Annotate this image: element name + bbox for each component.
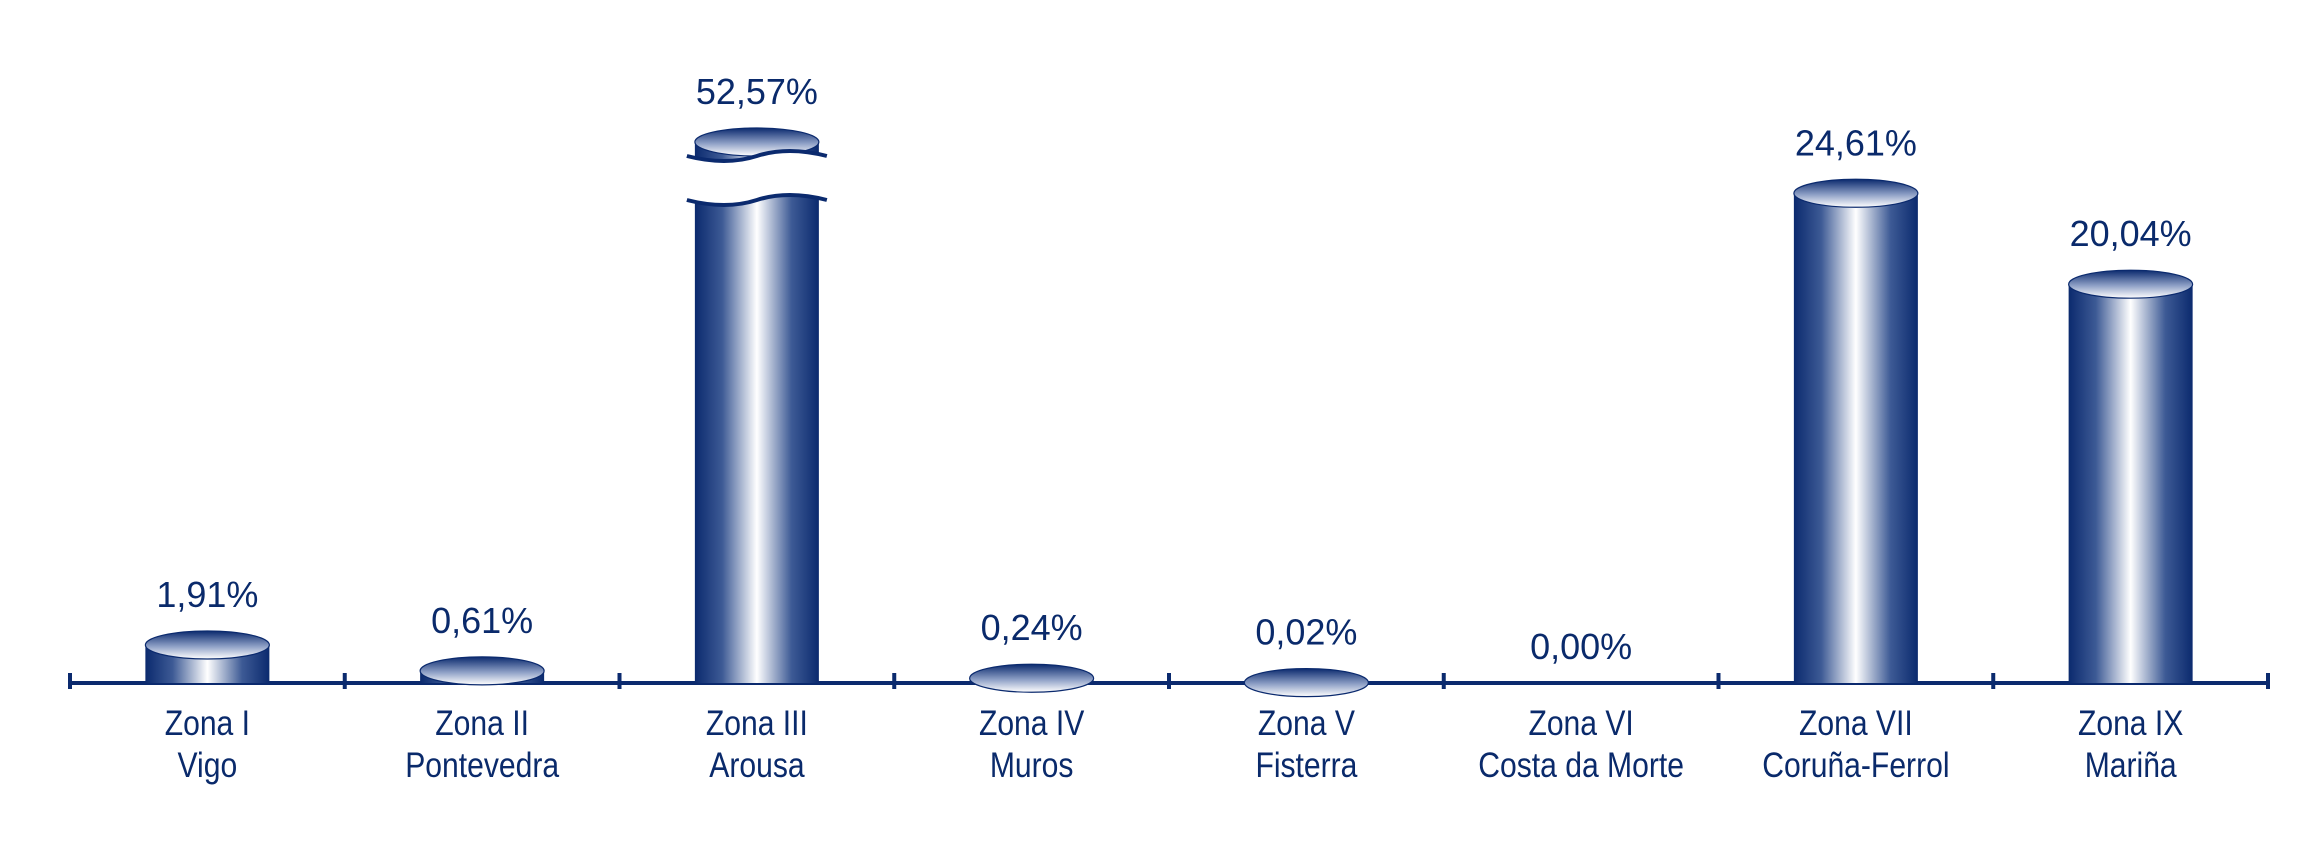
x-tick-label: Coruña-Ferrol [1762, 745, 1949, 785]
data-label: 20,04% [2070, 213, 2192, 254]
x-tick-label: Arousa [709, 745, 805, 785]
x-tick-label: Muros [990, 745, 1074, 785]
axis-break-line-bottom [686, 193, 828, 207]
x-tick-label: Pontevedra [405, 745, 560, 785]
bar [1793, 178, 1919, 684]
bar-body [145, 644, 270, 683]
bar-top [2068, 269, 2194, 299]
data-label: 0,00% [1530, 626, 1632, 667]
x-tick-label: Zona IX [2078, 703, 2184, 743]
bar-body [1793, 193, 1918, 684]
bar-top [1793, 178, 1919, 208]
bar-top [1243, 668, 1369, 698]
data-label: 0,02% [1255, 612, 1357, 653]
bar [686, 127, 828, 683]
bar [419, 656, 545, 686]
x-tick-label: Fisterra [1255, 745, 1358, 785]
x-tick-label: Zona III [706, 703, 808, 743]
bar-top [419, 656, 545, 686]
x-tick-label: Zona I [165, 703, 250, 743]
bar [1243, 668, 1369, 698]
bar-body [2068, 284, 2193, 683]
x-tick-label: Zona VII [1799, 703, 1913, 743]
bar-top [144, 630, 270, 660]
data-label: 52,57% [696, 71, 818, 112]
bar [969, 663, 1095, 693]
data-label: 24,61% [1795, 122, 1917, 163]
x-tick-label: Zona V [1258, 703, 1355, 743]
bar [144, 630, 270, 683]
data-label: 0,24% [981, 607, 1083, 648]
data-label: 1,91% [156, 574, 258, 615]
axis-break-line-top [686, 149, 828, 163]
x-tick-label: Zona II [435, 703, 529, 743]
axis-break-gap [686, 151, 827, 205]
x-tick-label: Vigo [178, 745, 238, 785]
x-tick-label: Costa da Morte [1478, 745, 1684, 785]
x-tick-label: Zona IV [979, 703, 1085, 743]
bar-body [694, 142, 819, 683]
data-label: 0,61% [431, 600, 533, 641]
x-tick-label: Zona VI [1528, 703, 1633, 743]
x-tick-label: Mariña [2085, 745, 2178, 785]
bar [2068, 269, 2194, 683]
bar-top [969, 663, 1095, 693]
